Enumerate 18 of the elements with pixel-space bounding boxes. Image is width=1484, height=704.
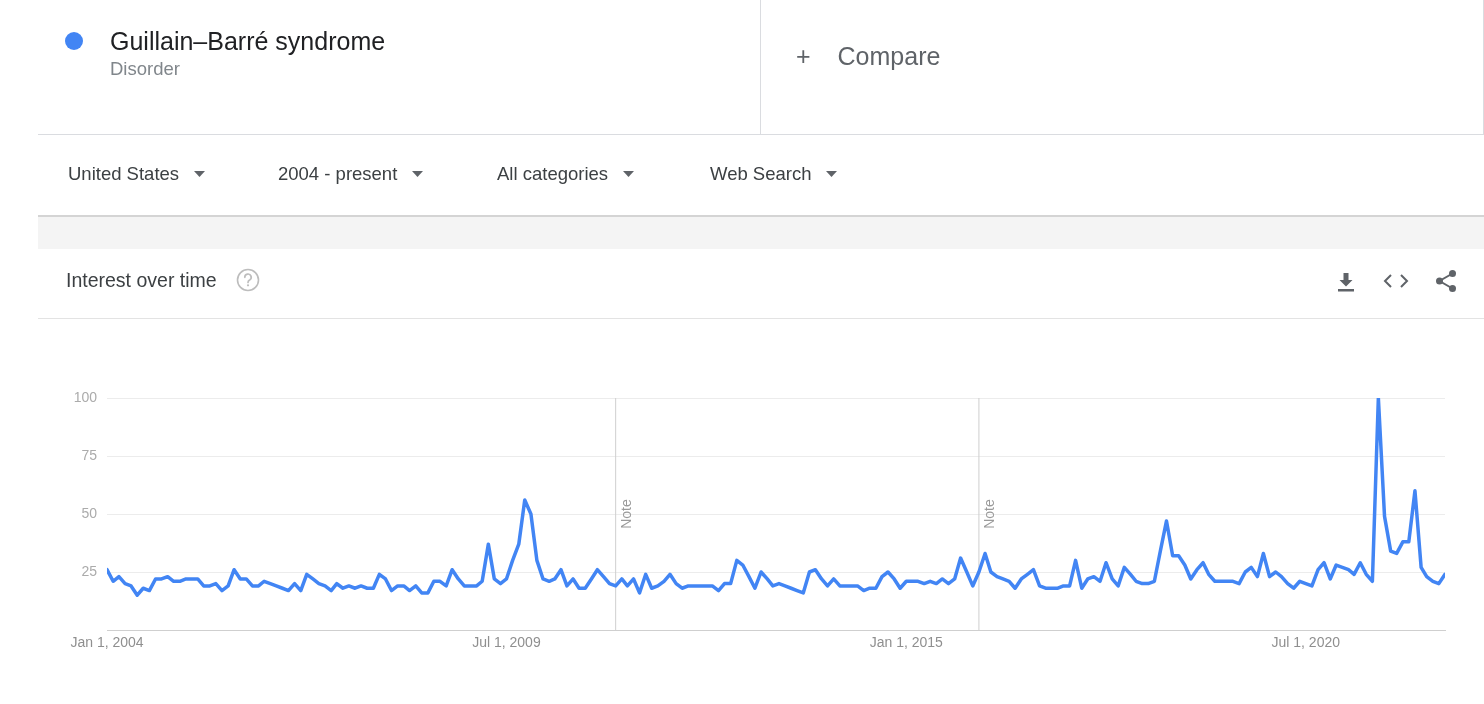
text: Web Search	[710, 163, 812, 185]
x-tick-label: Jul 1, 2020	[1271, 634, 1341, 651]
text: United States	[68, 163, 180, 185]
x-tick-label: Jan 1, 2004	[70, 634, 144, 651]
x-tick-label: Jul 1, 2009	[472, 634, 541, 651]
chart-title: Interest over time	[66, 268, 217, 292]
y-tick-label: 75	[81, 446, 98, 463]
text: All categories	[497, 163, 609, 185]
text: + Compare	[796, 41, 941, 71]
text: 2004 - present	[278, 163, 398, 185]
y-tick-label: 25	[81, 562, 98, 579]
y-tick-label: 50	[81, 504, 98, 521]
text: Disorder	[110, 58, 180, 80]
legend-label: Guillain–Barré syndrome	[110, 26, 386, 56]
x-tick-label: Jan 1, 2015	[869, 634, 944, 651]
ref-line-label: Note	[980, 499, 997, 529]
ref-line-label: Note	[617, 499, 634, 529]
y-tick-label: 100	[73, 388, 98, 405]
